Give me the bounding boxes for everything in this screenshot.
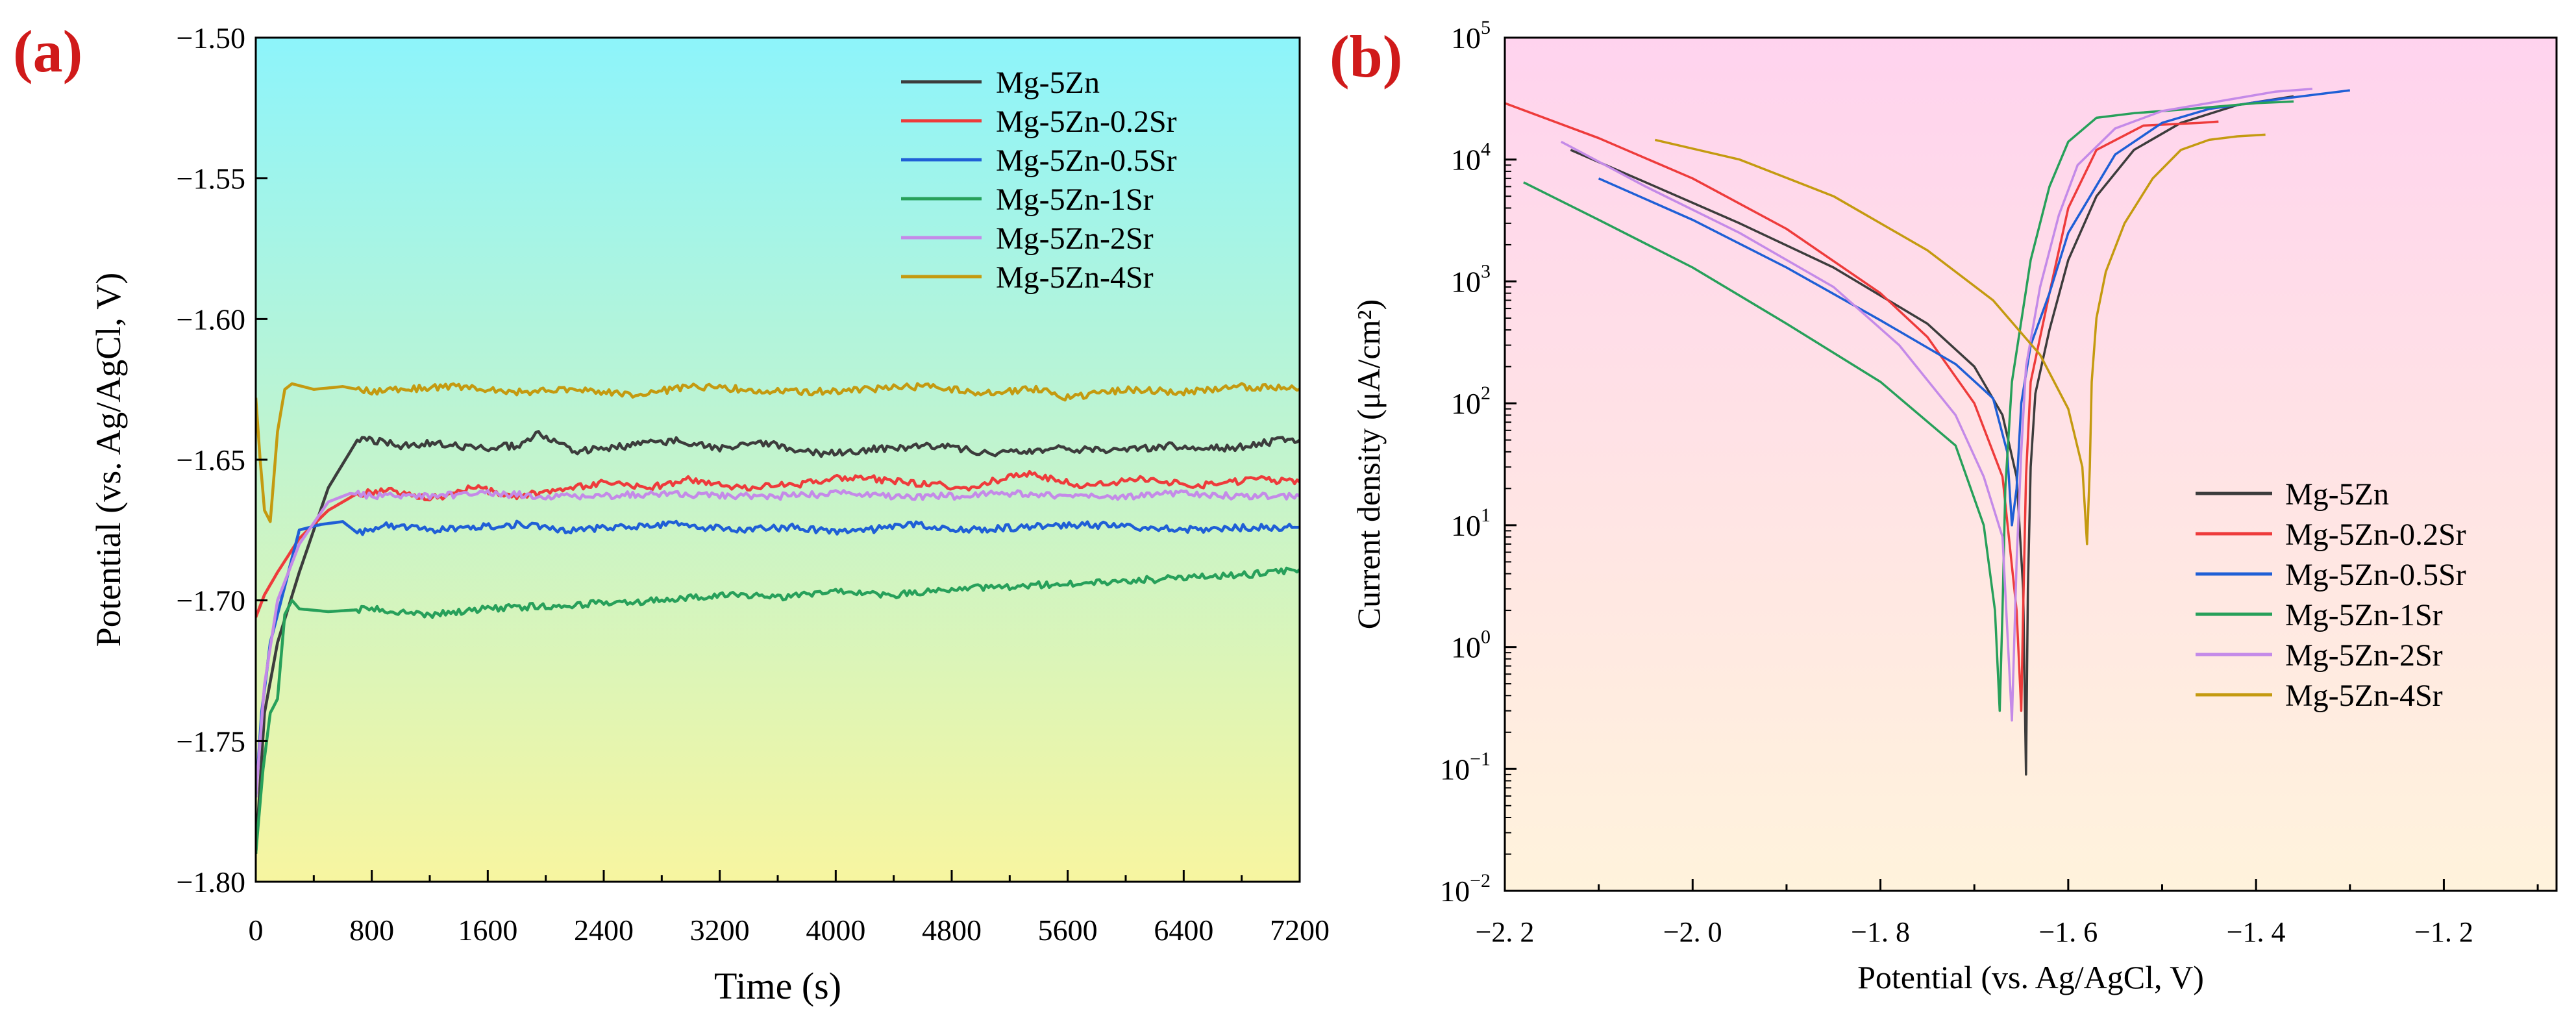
series-line-b-mg-5zn-0-2sr <box>1505 102 2219 712</box>
plot-frame-b <box>1504 36 2558 892</box>
series-line-b-mg-5zn-0-5sr <box>1598 89 2351 527</box>
y-tick-label-a: −1.55 <box>177 162 245 195</box>
x-tick-label-a: 800 <box>349 914 394 947</box>
y-tick-label-b: 10−2 <box>1440 870 1491 908</box>
legend-label-b-mg-5zn-2sr: Mg-5Zn-2Sr <box>2285 638 2443 673</box>
y-tick-exponent-b: 0 <box>1481 627 1491 648</box>
y-tick-label-a: −1.75 <box>177 725 245 758</box>
legend-label-a-mg-5zn-2sr: Mg-5Zn-2Sr <box>996 221 1154 256</box>
y-tick-label-a: −1.60 <box>177 303 245 336</box>
plot-area-a <box>256 38 1300 882</box>
legend-b: Mg-5Zn Mg-5Zn-0.2Sr Mg-5Zn-0.5Sr Mg-5Zn-1Sr… <box>2196 477 2466 713</box>
x-tick-label-a: 7200 <box>1270 914 1330 947</box>
y-tick-exponent-b: −2 <box>1470 870 1491 891</box>
x-tick-label-b: −1. 4 <box>2227 916 2286 948</box>
y-tick-label-a: −1.80 <box>177 866 245 899</box>
x-tick-label-a: 1600 <box>458 914 517 947</box>
legend-label-b-mg-5zn-1sr: Mg-5Zn-1Sr <box>2285 598 2443 632</box>
legend-label-a-mg-5zn-4sr: Mg-5Zn-4Sr <box>996 260 1154 295</box>
y-tick-label-a: −1.50 <box>177 21 245 55</box>
legend-label-b-mg-5zn-4sr: Mg-5Zn-4Sr <box>2285 679 2443 713</box>
legend-label-a-mg-5zn-0-5sr: Mg-5Zn-0.5Sr <box>996 143 1177 178</box>
x-tick-label-b: −1. 8 <box>1851 916 1910 948</box>
x-tick-label-b: −1. 2 <box>2414 916 2473 948</box>
y-tick-label-b: 10−1 <box>1440 748 1491 786</box>
x-tick-label-b: −2. 2 <box>1476 916 1535 948</box>
series-line-a-mg-5zn <box>256 430 1300 854</box>
x-tick-label-b: −1. 6 <box>2038 916 2098 948</box>
panel-b: −2. 2 −2. 0 −1. 8 −1. 6 −1. 4 −1. 210−210−110… <box>1330 17 2558 995</box>
panel-label-b: (b) <box>1330 23 1402 90</box>
y-tick-label-a: −1.65 <box>177 443 245 477</box>
panel-a: 0 800 1600 2400 3200 4000 4800 5600 6400 7200 −1.5… <box>13 18 1330 1007</box>
y-tick-exponent-b: 2 <box>1481 382 1491 404</box>
x-axis-label-b: Potential (vs. Ag/AgCl, V) <box>1857 959 2204 995</box>
ticks-a: 0 800 1600 2400 3200 4000 4800 5600 6400 7200 −1.5… <box>177 21 1330 947</box>
x-tick-label-b: −2. 0 <box>1663 916 1722 948</box>
series-line-a-mg-5zn-2sr <box>256 489 1300 798</box>
legend-label-a-mg-5zn: Mg-5Zn <box>996 66 1100 100</box>
legend-label-b-mg-5zn: Mg-5Zn <box>2285 477 2389 512</box>
y-tick-label-a: −1.70 <box>177 584 245 617</box>
y-tick-label-b: 105 <box>1451 17 1491 55</box>
x-tick-label-a: 4800 <box>922 914 982 947</box>
y-tick-exponent-b: 5 <box>1481 17 1491 38</box>
panel-label-a: (a) <box>13 18 82 84</box>
legend-a: Mg-5Zn Mg-5Zn-0.2Sr Mg-5Zn-0.5Sr Mg-5Zn-1Sr… <box>901 66 1177 295</box>
legend-label-b-mg-5zn-0-2sr: Mg-5Zn-0.2Sr <box>2285 517 2466 552</box>
series-line-b-mg-5zn-2sr <box>1560 88 2313 722</box>
x-tick-label-a: 5600 <box>1038 914 1098 947</box>
y-axis-label-b: Current density (μA/cm²) <box>1350 299 1387 629</box>
legend-label-a-mg-5zn-0-2sr: Mg-5Zn-0.2Sr <box>996 105 1177 139</box>
legend-label-b-mg-5zn-0-5sr: Mg-5Zn-0.5Sr <box>2285 558 2466 592</box>
y-tick-exponent-b: 1 <box>1481 505 1491 526</box>
ticks-b: −2. 2 −2. 0 −1. 8 −1. 6 −1. 4 −1. 210−210−110… <box>1440 17 2539 948</box>
y-tick-label-b: 103 <box>1451 260 1491 298</box>
y-axis-label-a: Potential (vs. Ag/AgCl, V) <box>89 273 128 647</box>
y-tick-label-b: 102 <box>1451 382 1491 420</box>
x-axis-label-a: Time (s) <box>714 965 841 1007</box>
series-line-b-mg-5zn <box>1570 95 2294 776</box>
series-group-b <box>1505 88 2351 776</box>
series-group-a <box>256 382 1300 854</box>
x-tick-label-a: 2400 <box>574 914 634 947</box>
y-tick-exponent-b: −1 <box>1470 748 1491 769</box>
x-tick-label-a: 4000 <box>806 914 865 947</box>
x-tick-label-a: 6400 <box>1154 914 1213 947</box>
series-line-b-mg-5zn-4sr <box>1655 133 2266 545</box>
series-line-a-mg-5zn-1sr <box>256 566 1300 854</box>
y-tick-label-b: 101 <box>1451 505 1491 542</box>
x-tick-label-a: 0 <box>249 914 264 947</box>
y-tick-exponent-b: 3 <box>1481 260 1491 282</box>
legend-label-a-mg-5zn-1sr: Mg-5Zn-1Sr <box>996 182 1154 217</box>
series-line-a-mg-5zn-0-5sr <box>256 519 1300 798</box>
y-tick-label-b: 104 <box>1451 139 1491 177</box>
y-tick-label-b: 100 <box>1451 627 1491 664</box>
x-tick-label-a: 3200 <box>690 914 750 947</box>
series-line-a-mg-5zn-4sr <box>256 382 1300 523</box>
y-tick-exponent-b: 4 <box>1481 139 1491 160</box>
